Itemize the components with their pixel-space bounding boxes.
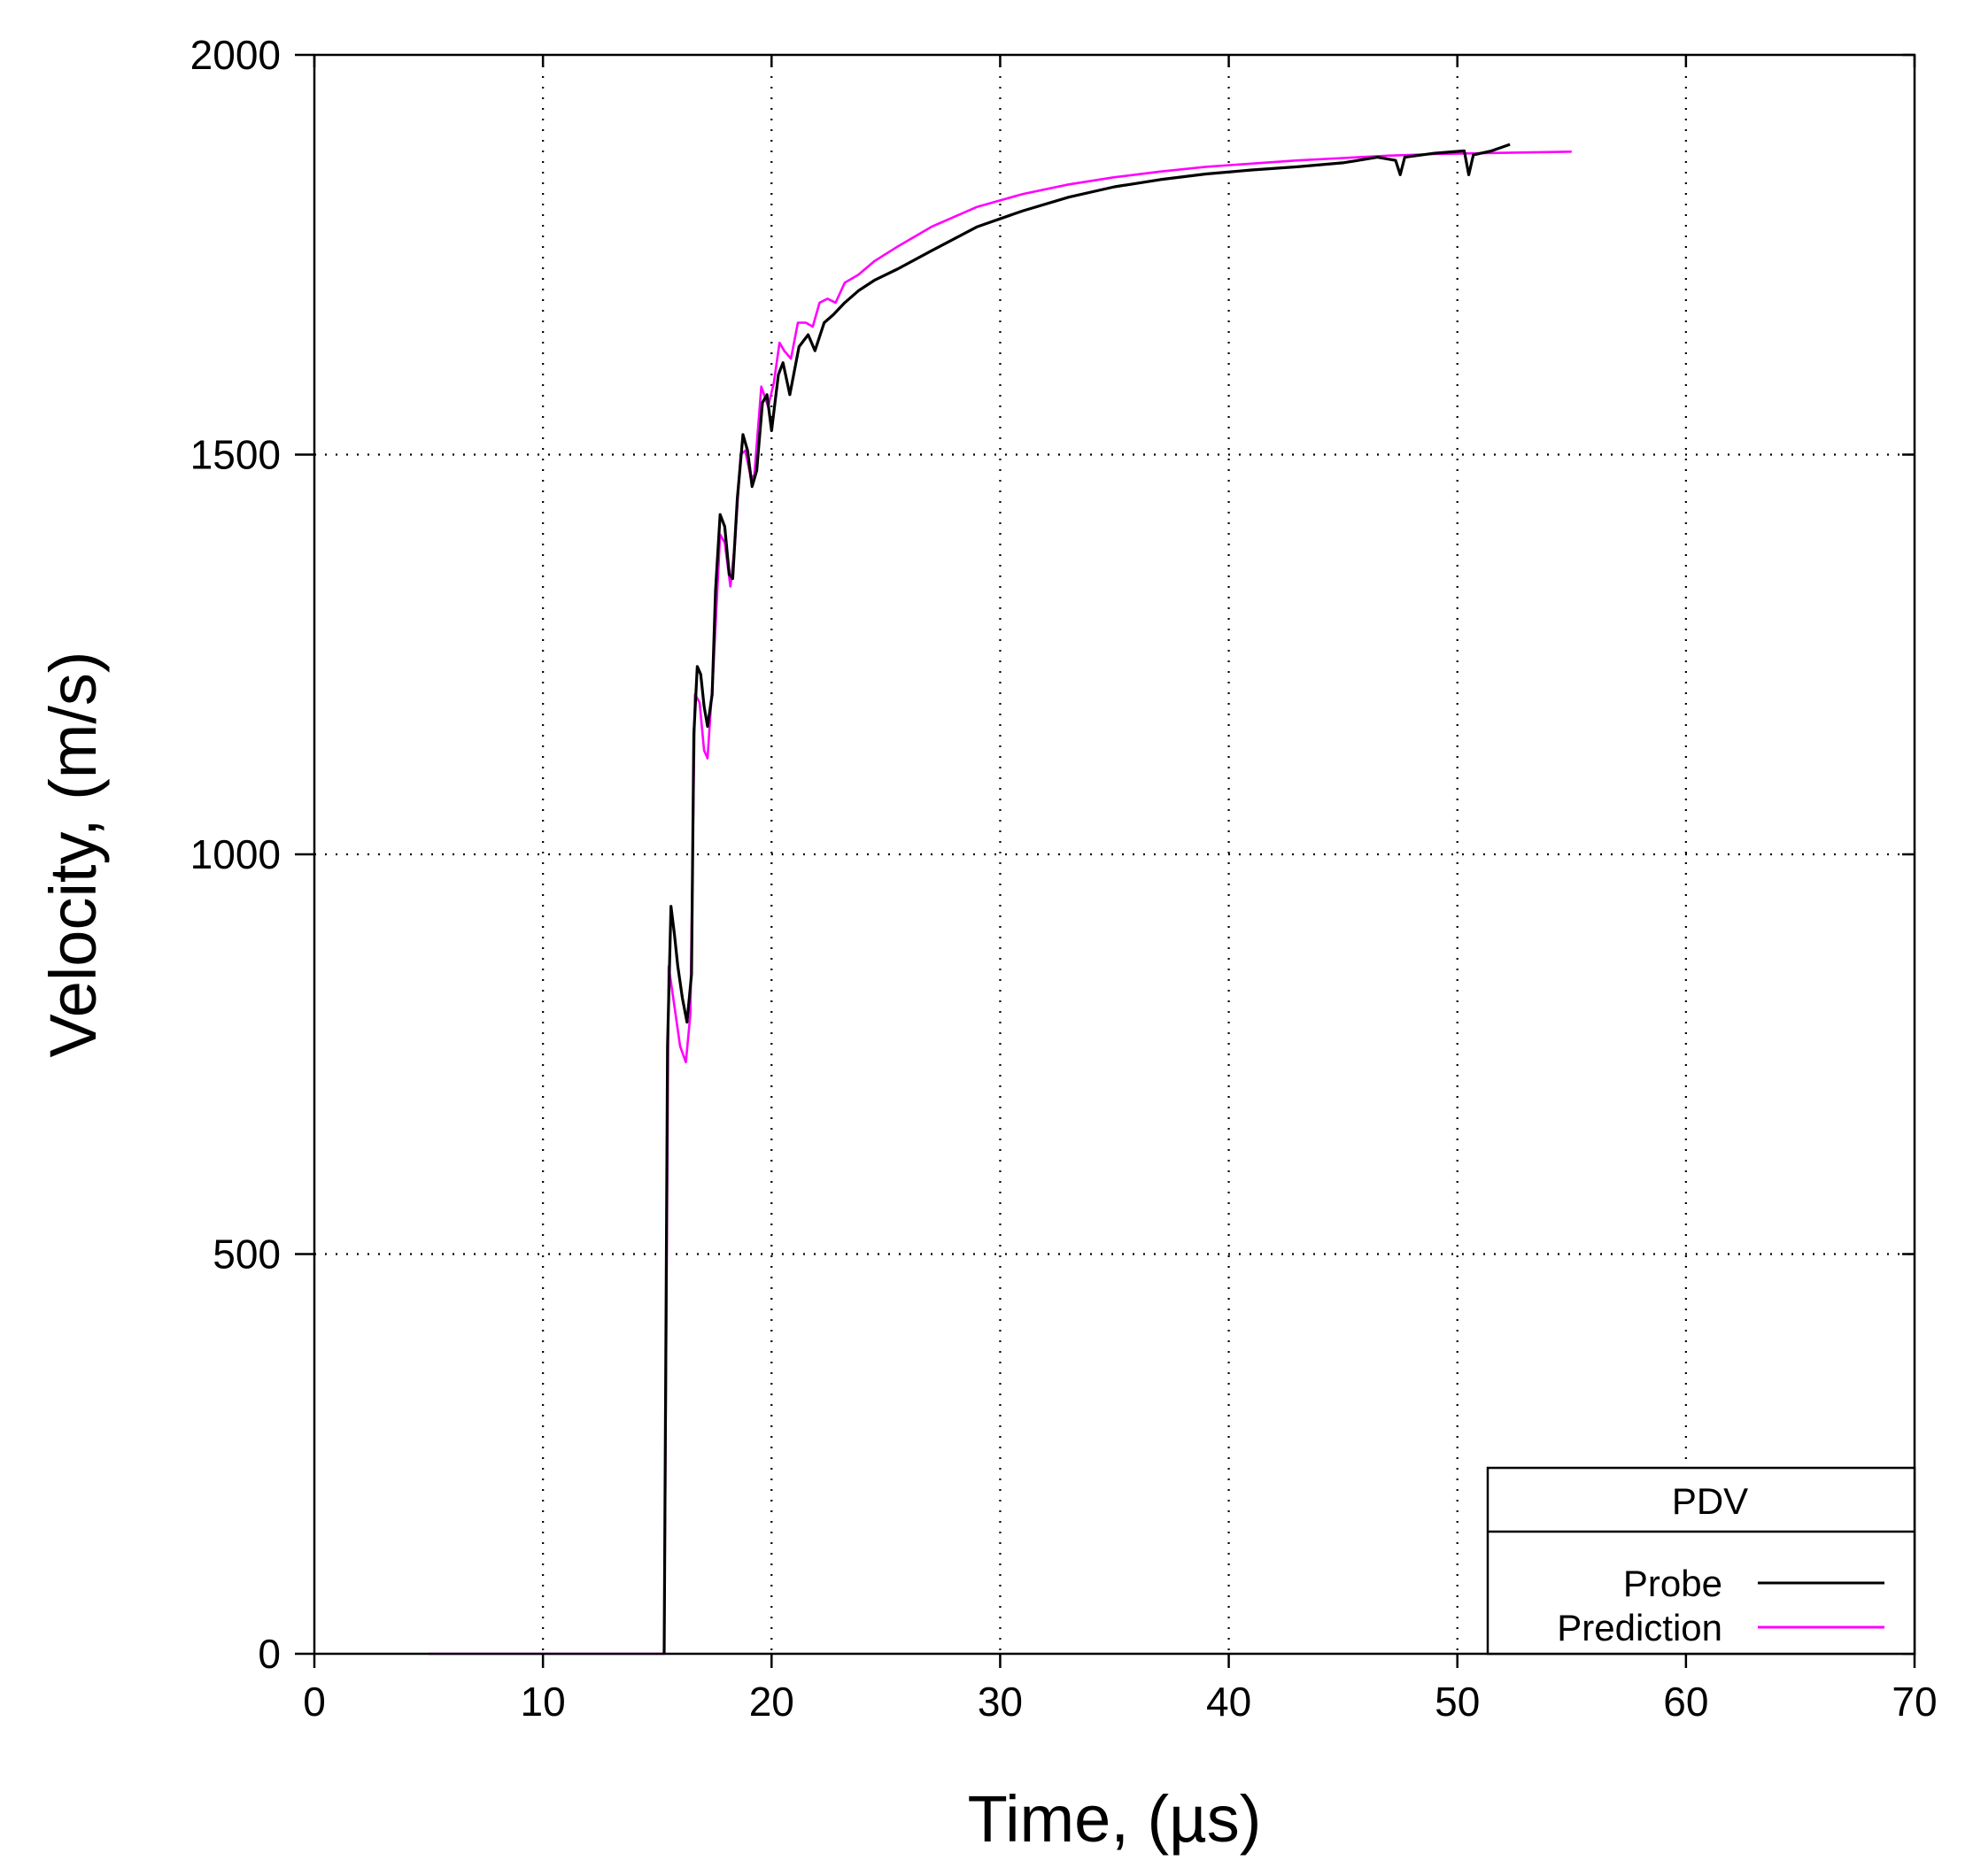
y-tick-label: 2000 [190,32,281,78]
x-tick-label: 60 [1663,1679,1708,1725]
x-tick-label: 10 [521,1679,566,1725]
x-axis-title: Time, (µs) [968,1782,1262,1856]
x-tick-label: 50 [1435,1679,1480,1725]
legend-box [1486,1466,1916,1656]
legend: PDV Probe Prediction [1486,1466,1916,1656]
legend-title: PDV [1672,1480,1748,1522]
x-tick-label: 30 [978,1679,1023,1725]
y-axis-title: Velocity, (m/s) [36,651,110,1057]
x-tick-label: 40 [1206,1679,1251,1725]
x-tick-label: 0 [303,1679,326,1725]
y-tick-label: 1000 [190,831,281,877]
legend-label-probe: Probe [1623,1563,1722,1604]
x-tick-label: 70 [1892,1679,1937,1725]
tick-labels: 0 10 20 30 40 50 60 70 0 500 1000 1500 2000 [190,32,1938,1725]
y-tick-label: 1500 [190,432,281,478]
y-tick-label: 500 [213,1231,281,1278]
x-tick-label: 20 [749,1679,794,1725]
series-layer [429,143,1572,1656]
y-tick-label: 0 [258,1631,281,1677]
legend-label-prediction: Prediction [1557,1607,1722,1648]
series-line-prediction [429,151,1572,1656]
grid-lines [314,55,1915,1654]
series-line-probe [662,143,1511,1655]
axis-ticks [295,53,1916,1668]
